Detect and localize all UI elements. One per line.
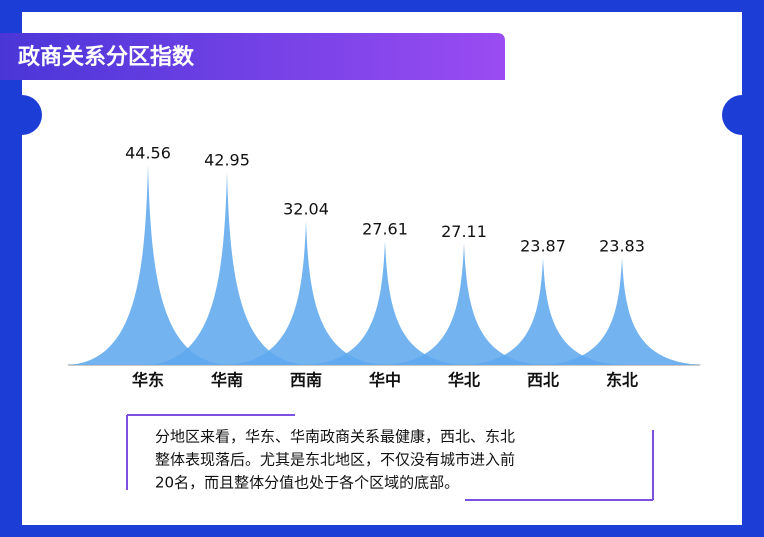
value-label: 42.95: [204, 151, 250, 170]
note-line: 整体表现落后。尤其是东北地区，不仅没有城市进入前: [155, 451, 515, 469]
spike: [66, 165, 230, 365]
notch: [2, 95, 42, 135]
spike: [145, 172, 309, 365]
spike: [540, 258, 704, 365]
value-label: 44.56: [125, 144, 171, 163]
value-label: 27.11: [441, 222, 487, 241]
value-label: 32.04: [283, 200, 329, 219]
value-label: 27.61: [362, 220, 408, 239]
spike: [461, 257, 625, 365]
x-tick-label: 西北: [527, 371, 559, 390]
x-tick-label: 东北: [606, 371, 638, 390]
panel: [22, 12, 742, 525]
x-tick-label: 华北: [448, 371, 480, 390]
spike: [303, 241, 467, 365]
x-tick-label: 西南: [290, 371, 322, 390]
note-line: 分地区来看，华东、华南政商关系最健康，西北、东北: [155, 428, 515, 446]
spike: [382, 243, 546, 365]
x-tick-label: 华东: [132, 371, 164, 390]
x-tick-label: 华中: [369, 371, 401, 390]
x-tick-label: 华南: [211, 371, 243, 390]
note-line: 20名，而且整体分值也处于各个区域的底部。: [155, 474, 459, 492]
chart-title: 政商关系分区指数: [18, 44, 195, 70]
value-label: 23.83: [599, 237, 645, 256]
notch: [722, 95, 762, 135]
title-banner: [0, 33, 505, 80]
value-label: 23.87: [520, 236, 566, 255]
spike: [224, 221, 388, 365]
